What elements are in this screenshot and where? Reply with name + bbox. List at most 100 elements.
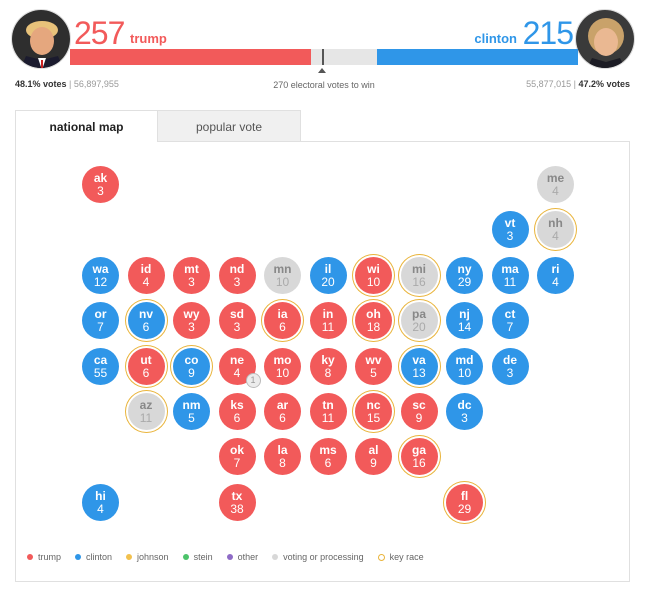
state-tile-pa[interactable]: pa 20 [400, 302, 438, 340]
state-abbr: nd [229, 261, 245, 276]
state-tile-oh[interactable]: oh 18 [355, 302, 392, 340]
state-abbr: ny [457, 261, 472, 276]
state-tile-ok[interactable]: ok 7 [218, 438, 256, 476]
state-tile-md[interactable]: md 10 [446, 347, 483, 385]
legend-label: voting or processing [283, 552, 364, 562]
clinton-candidate-name: clinton [474, 31, 517, 46]
tab-national-map[interactable]: national map [15, 110, 158, 142]
state-tile-nc[interactable]: nc 15 [355, 393, 392, 430]
state-tile-or[interactable]: or 7 [82, 302, 119, 340]
state-tile-ky[interactable]: ky 8 [309, 347, 347, 385]
trump-vote-count: 56,897,955 [73, 79, 119, 89]
state-abbr: id [140, 261, 152, 276]
state-tile-va[interactable]: va 13 [400, 347, 438, 385]
state-tile-fl[interactable]: fl 29 [446, 483, 483, 521]
legend-label: stein [193, 552, 213, 562]
state-tile-mn[interactable]: mn 10 [264, 256, 301, 294]
state-tile-me[interactable]: me 4 [537, 166, 574, 203]
state-electoral-votes: 11 [321, 320, 335, 335]
state-tile-ut[interactable]: ut 6 [127, 347, 165, 385]
state-tile-hi[interactable]: hi 4 [82, 483, 119, 521]
state-electoral-votes: 4 [552, 184, 559, 198]
tab-popular-vote[interactable]: popular vote [158, 110, 301, 142]
state-tile-al[interactable]: al 9 [355, 438, 392, 476]
state-tile-nv[interactable]: nv 6 [127, 302, 165, 340]
state-tile-tn[interactable]: tn 11 [309, 393, 347, 430]
state-electoral-votes: 29 [457, 274, 472, 289]
state-electoral-votes: 10 [366, 274, 381, 289]
state-abbr: pa [411, 307, 426, 322]
state-tile-ct[interactable]: ct 7 [491, 302, 529, 340]
state-tile-wv[interactable]: wv 5 [355, 347, 392, 385]
state-tile-tx[interactable]: tx 38 [218, 483, 256, 521]
legend-label: clinton [86, 552, 113, 562]
state-tile-wa[interactable]: wa 12 [82, 256, 119, 294]
state-tile-wi[interactable]: wi 10 [355, 256, 392, 294]
state-tile-co[interactable]: co 9 [173, 347, 210, 385]
state-abbr: or [94, 307, 107, 322]
trump-vote-pct: 48.1% votes [15, 79, 67, 89]
legend-item-voting-or-processing: voting or processing [272, 552, 364, 562]
legend-swatch-icon [377, 553, 385, 561]
state-tile-ma[interactable]: ma 11 [491, 256, 529, 294]
state-tile-ar[interactable]: ar 6 [264, 393, 301, 430]
state-tile-sc[interactable]: sc 9 [400, 393, 438, 430]
legend-item-other: other [226, 552, 258, 562]
state-abbr: tn [322, 398, 334, 412]
state-tile-az[interactable]: az 11 [127, 393, 165, 430]
state-electoral-votes: 3 [97, 184, 104, 198]
state-tile-id[interactable]: id 4 [127, 256, 165, 294]
state-tile-ga[interactable]: ga 16 [400, 438, 438, 476]
state-electoral-votes: 8 [324, 365, 332, 380]
state-tile-ny[interactable]: ny 29 [446, 256, 483, 294]
state-tile-dc[interactable]: dc 3 [446, 393, 483, 430]
state-electoral-votes: 3 [506, 365, 514, 380]
state-tile-mi[interactable]: mi 16 [400, 256, 438, 294]
state-electoral-votes: 6 [279, 320, 286, 335]
state-abbr: ga [411, 443, 426, 458]
state-tile-nh[interactable]: nh 4 [537, 211, 574, 249]
state-tile-la[interactable]: la 8 [264, 438, 301, 476]
state-tile-nd[interactable]: nd 3 [218, 256, 256, 294]
state-tile-de[interactable]: de 3 [491, 347, 529, 385]
state-abbr: ut [140, 352, 152, 367]
state-abbr: ak [93, 171, 108, 185]
win-threshold-label: 270 electoral votes to win [273, 80, 375, 90]
state-electoral-votes: 10 [275, 274, 290, 289]
state-abbr: me [546, 171, 565, 185]
state-electoral-votes: 6 [142, 320, 150, 335]
state-electoral-votes: 5 [370, 365, 377, 380]
trump-portrait-icon [12, 10, 70, 68]
state-tile-mt[interactable]: mt 3 [173, 256, 210, 294]
clinton-portrait-icon [576, 10, 634, 68]
legend-item-trump: trump [27, 552, 61, 562]
state-electoral-votes: 9 [415, 411, 423, 425]
state-electoral-votes: 12 [93, 274, 108, 289]
legend-swatch-icon [126, 554, 133, 560]
state-tile-il[interactable]: il 20 [309, 256, 347, 294]
state-electoral-votes: 18 [366, 320, 381, 335]
state-electoral-votes: 3 [188, 274, 195, 289]
state-abbr: ks [230, 398, 244, 412]
state-abbr: in [322, 307, 334, 322]
nebraska-split-badge[interactable]: 1 [245, 372, 261, 388]
state-electoral-votes: 10 [457, 365, 472, 380]
state-tile-ak[interactable]: ak 3 [82, 166, 119, 203]
state-tile-nm[interactable]: nm 5 [173, 393, 210, 430]
state-tile-ia[interactable]: ia 6 [264, 302, 301, 340]
state-tile-sd[interactable]: sd 3 [218, 302, 256, 340]
state-tile-nj[interactable]: nj 14 [446, 302, 483, 340]
state-tile-ri[interactable]: ri 4 [537, 256, 574, 294]
state-electoral-votes: 9 [188, 365, 195, 380]
state-tile-vt[interactable]: vt 3 [491, 211, 529, 249]
state-tile-wy[interactable]: wy 3 [173, 302, 210, 340]
state-tile-ks[interactable]: ks 6 [218, 393, 256, 430]
state-tile-mo[interactable]: mo 10 [264, 347, 301, 385]
state-electoral-votes: 4 [552, 229, 559, 244]
state-tile-in[interactable]: in 11 [309, 302, 347, 340]
state-electoral-votes: 13 [412, 365, 426, 380]
state-tile-ms[interactable]: ms 6 [309, 438, 347, 476]
state-abbr: mi [411, 261, 426, 276]
state-abbr: ms [319, 443, 337, 458]
state-tile-ca[interactable]: ca 55 [82, 347, 119, 385]
